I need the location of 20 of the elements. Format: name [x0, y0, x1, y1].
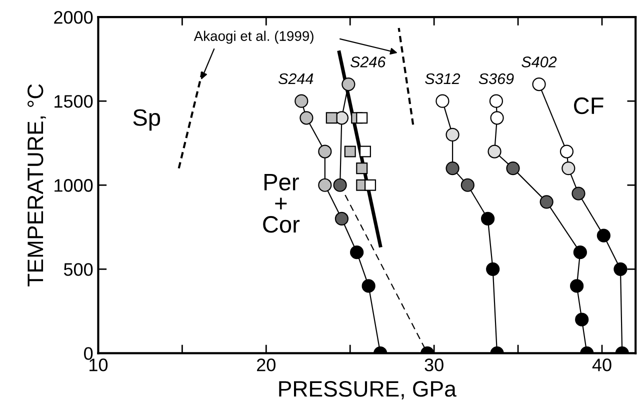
y-tick-label: 500 — [64, 263, 93, 276]
x-tick-label: 40 — [592, 358, 612, 372]
legend-label: S246 — [350, 56, 386, 68]
annotation: Sp — [133, 109, 160, 131]
y-tick-label: 1500 — [54, 95, 93, 108]
series-label: S312 — [425, 73, 460, 84]
x-tick-label: 30 — [424, 358, 444, 372]
annotation: CF — [574, 97, 604, 114]
y-tick-label: 1000 — [54, 179, 93, 192]
series-label: S244 — [278, 73, 314, 84]
series-label: S402 — [522, 56, 557, 68]
series-label: S369 — [478, 73, 514, 84]
annotation: Per + Cor — [263, 174, 300, 233]
y-axis-title: TEMPERATURE, °C — [28, 84, 46, 286]
y-tick-label: 0 — [84, 347, 93, 360]
x-axis-title: PRESSURE, GPa — [279, 381, 456, 400]
annotation: Akaogi et al. (1999) — [194, 30, 314, 44]
x-tick-label: 10 — [90, 358, 108, 372]
y-tick-label: 2000 — [54, 10, 93, 24]
x-tick-label: 20 — [257, 358, 276, 372]
